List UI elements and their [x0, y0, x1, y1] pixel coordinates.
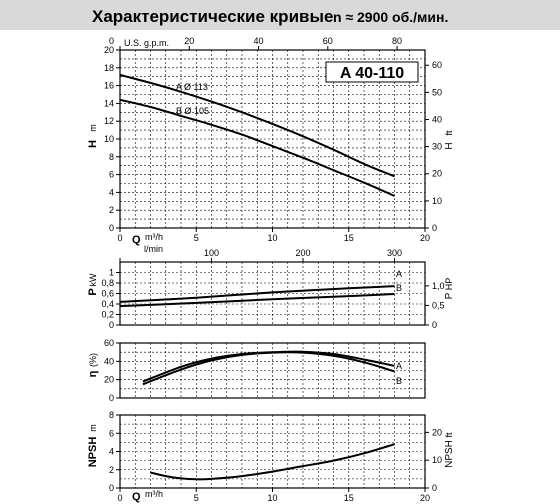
lmin-tick-label: 300: [387, 248, 402, 258]
y-tick-label: 0,8: [101, 278, 114, 288]
y2-tick-label: 0,5: [432, 300, 445, 310]
y-tick-label: 20: [104, 45, 114, 55]
y2-tick-label: 0: [432, 483, 437, 493]
p-series-a-label: A: [396, 269, 402, 279]
y2-tick-label: 0: [432, 223, 437, 233]
y2-tick-label: 20: [432, 427, 442, 437]
y-tick-label: 0,2: [101, 310, 114, 320]
lmin-tick-label: 100: [204, 248, 219, 258]
y2-axis-unit-p: HP: [444, 278, 454, 291]
y-axis-unit-h: m: [88, 124, 98, 132]
x-tick-label: 10: [267, 493, 277, 503]
y2-tick-label: 50: [432, 87, 442, 97]
lmin-tick-label: 200: [295, 248, 310, 258]
speed-label: n ≈ 2900 об./мин.: [333, 9, 448, 25]
pump-model-box: [325, 61, 419, 83]
x-axis-unit-h: m³/h: [145, 232, 163, 242]
y2-axis-label-npsh: NPSH: [444, 440, 455, 468]
y2-axis-label-p: P: [444, 292, 455, 299]
y-tick-label: 4: [109, 447, 114, 457]
y-tick-label: 2: [109, 205, 114, 215]
y2-tick-label: 10: [432, 196, 442, 206]
x-axis-label-npsh: Q: [132, 491, 141, 503]
y-tick-label: 0: [109, 393, 114, 403]
gpm-tick-label: 0: [109, 36, 114, 46]
y-tick-label: 10: [104, 134, 114, 144]
y-tick-label: 40: [104, 356, 114, 366]
y-axis-label-eta: η: [87, 370, 99, 377]
gpm-tick-label: 60: [323, 36, 333, 46]
chart-header: [0, 0, 560, 30]
y-tick-label: 6: [109, 170, 114, 180]
series-a-label: A Ø 113: [176, 82, 208, 92]
x-tick-label: 15: [344, 493, 354, 503]
y-tick-label: 14: [104, 98, 114, 108]
x-tick-label: 20: [420, 233, 430, 243]
curve-H-A: [119, 73, 395, 178]
curve-eta-A: [142, 350, 395, 383]
y2-axis-unit-h: ft: [444, 130, 454, 136]
x-tick-label: 20: [420, 493, 430, 503]
y-tick-label: 8: [109, 152, 114, 162]
eta-series-b-label: B: [396, 376, 402, 386]
x-tick-label: 10: [267, 233, 277, 243]
chart-title: Характеристические кривые: [92, 7, 333, 26]
eta-series-a-label: A: [396, 361, 402, 371]
y-tick-label: 0: [109, 320, 114, 330]
y2-axis-unit-npsh: ft: [444, 432, 454, 438]
x-tick-label: 5: [194, 493, 199, 503]
y-axis-unit-eta: (%): [88, 353, 98, 367]
curve-P-A: [119, 285, 395, 303]
y2-tick-label: 10: [432, 455, 442, 465]
y-tick-label: 0,6: [101, 289, 114, 299]
y2-axis-label-h: H: [444, 142, 455, 149]
x-tick-label: 0: [117, 493, 122, 503]
x-axis-unit-npsh: m³/h: [145, 489, 163, 499]
y-axis-label-npsh: NPSH: [87, 437, 99, 468]
y-axis-label-h: H: [87, 140, 99, 148]
curve-P-B: [119, 293, 395, 308]
y-tick-label: 20: [104, 375, 114, 385]
gpm-tick-label: 40: [254, 36, 264, 46]
series-b-label: B Ø 105: [176, 106, 209, 116]
curve-eta-B: [142, 351, 395, 386]
plot-frame-eta: [119, 342, 426, 399]
y-tick-label: 0: [109, 223, 114, 233]
y-tick-label: 0,4: [101, 299, 114, 309]
y-tick-label: 18: [104, 63, 114, 73]
y-tick-label: 0: [109, 483, 114, 493]
y-tick-label: 16: [104, 81, 114, 91]
y-tick-label: 2: [109, 465, 114, 475]
y-axis-label-p: P: [87, 288, 99, 295]
y2-tick-label: 60: [432, 60, 442, 70]
gpm-tick-label: 80: [392, 36, 402, 46]
y-tick-label: 6: [109, 428, 114, 438]
x-tick-label: 5: [194, 233, 199, 243]
gpm-tick-label: 20: [184, 36, 194, 46]
y2-tick-label: 40: [432, 114, 442, 124]
y2-tick-label: 0: [432, 320, 437, 330]
y-tick-label: 4: [109, 187, 114, 197]
y-tick-label: 12: [104, 116, 114, 126]
x-axis-label-h: Q: [132, 234, 141, 246]
curve-H-B: [119, 98, 395, 197]
p-series-b-label: B: [396, 283, 402, 293]
gpm-axis-label: U.S. g.p.m.: [124, 38, 169, 48]
pump-model-label: A 40-110: [340, 65, 404, 82]
curve-NPSH-A-B: [150, 443, 395, 481]
x-tick-label: 15: [344, 233, 354, 243]
y-axis-unit-npsh: m: [88, 424, 98, 432]
y2-tick-label: 30: [432, 142, 442, 152]
y2-tick-label: 20: [432, 169, 442, 179]
x-tick-label: 0: [117, 233, 122, 243]
lmin-axis-label: l/min: [144, 244, 163, 254]
y-tick-label: 60: [104, 338, 114, 348]
y-tick-label: 1: [109, 268, 114, 278]
y-axis-unit-p: kW: [88, 273, 98, 287]
y-tick-label: 8: [109, 410, 114, 420]
y2-tick-label: 1,0: [432, 281, 445, 291]
